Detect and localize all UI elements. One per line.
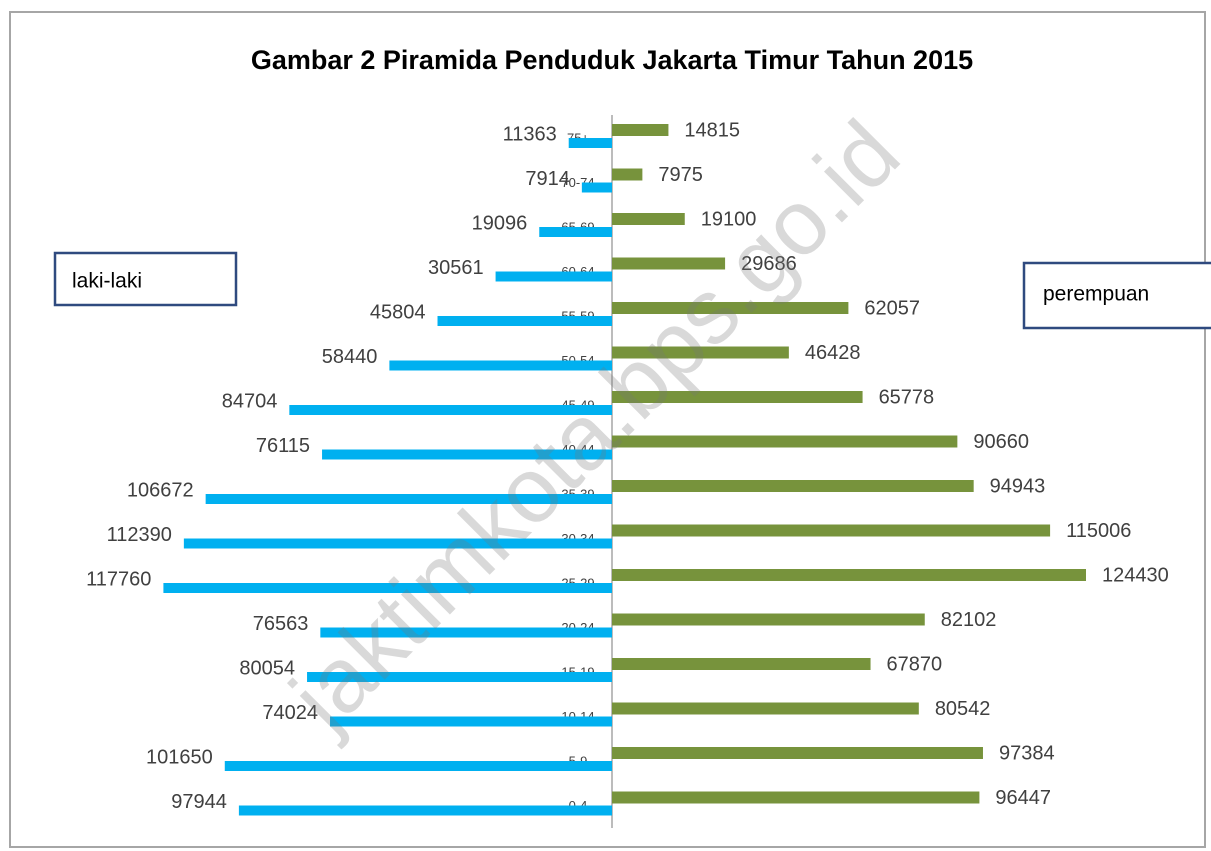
data-label: 80054 [239, 657, 295, 679]
data-label: 29686 [741, 253, 797, 275]
bar [612, 257, 726, 270]
data-label: 76115 [256, 435, 310, 457]
bar [205, 494, 613, 504]
bar [612, 480, 974, 492]
bar [612, 391, 863, 403]
data-label: 7914 [525, 168, 570, 190]
bar [612, 791, 980, 804]
legend-label: laki-laki [72, 270, 142, 293]
bar [289, 405, 612, 415]
bar [612, 346, 789, 359]
chart-frame [9, 11, 1206, 848]
data-label: 7975 [658, 164, 703, 186]
data-label: 67870 [887, 653, 943, 675]
legend-label: perempuan [1043, 283, 1149, 306]
legend-box [53, 251, 238, 307]
bar [307, 672, 612, 682]
data-label: 106672 [127, 479, 194, 501]
data-label: 84704 [222, 390, 278, 412]
bar [320, 627, 612, 638]
bar [612, 747, 983, 759]
data-label: 90660 [973, 431, 1029, 453]
data-label: 45804 [370, 301, 426, 323]
data-label: 19096 [472, 212, 528, 234]
bar [322, 449, 612, 460]
chart-title: Gambar 2 Piramida Penduduk Jakarta Timur… [251, 45, 973, 75]
bar [612, 524, 1051, 537]
bar [568, 138, 612, 148]
data-label: 58440 [322, 346, 378, 368]
data-label: 76563 [253, 613, 309, 635]
bar [437, 316, 612, 326]
bar [163, 583, 612, 593]
bar [612, 168, 643, 181]
data-label: 96447 [995, 787, 1051, 809]
data-label: 46428 [805, 342, 861, 364]
data-label: 101650 [146, 746, 213, 768]
bar [612, 124, 669, 136]
bar [612, 658, 871, 670]
data-label: 62057 [864, 297, 920, 319]
data-label: 97384 [999, 742, 1055, 764]
data-label: 11363 [503, 123, 557, 145]
data-label: 30561 [428, 257, 484, 279]
data-label: 14815 [684, 119, 740, 141]
bar [612, 302, 849, 314]
data-label: 115006 [1066, 520, 1131, 542]
data-label: 124430 [1102, 564, 1169, 586]
bar [389, 360, 612, 371]
bar [581, 182, 612, 193]
bar [539, 227, 612, 237]
data-label: 94943 [990, 475, 1046, 497]
data-label: 112390 [107, 524, 172, 546]
bar [183, 538, 613, 549]
bar [612, 435, 958, 448]
data-label: 74024 [262, 702, 318, 724]
data-label: 82102 [941, 609, 997, 631]
data-label: 19100 [701, 208, 757, 230]
bar [612, 213, 685, 225]
data-label: 97944 [171, 791, 227, 813]
bar [612, 613, 925, 626]
bar [330, 716, 612, 727]
bar [612, 702, 919, 715]
bar [495, 271, 612, 282]
legend-box [1022, 261, 1211, 330]
data-label: 65778 [879, 386, 935, 408]
bar [612, 569, 1086, 581]
bar [238, 805, 612, 816]
bar [224, 761, 612, 771]
data-label: 80542 [935, 698, 991, 720]
data-label: 117760 [86, 568, 151, 590]
